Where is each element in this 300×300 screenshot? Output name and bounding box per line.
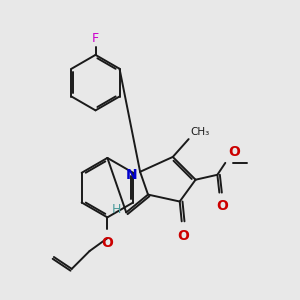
Text: H: H bbox=[112, 203, 121, 216]
Text: O: O bbox=[228, 145, 240, 159]
Text: CH₃: CH₃ bbox=[190, 127, 210, 137]
Text: F: F bbox=[92, 32, 99, 45]
Text: N: N bbox=[125, 168, 137, 182]
Text: O: O bbox=[177, 229, 189, 243]
Text: O: O bbox=[101, 236, 113, 250]
Text: O: O bbox=[216, 199, 228, 212]
